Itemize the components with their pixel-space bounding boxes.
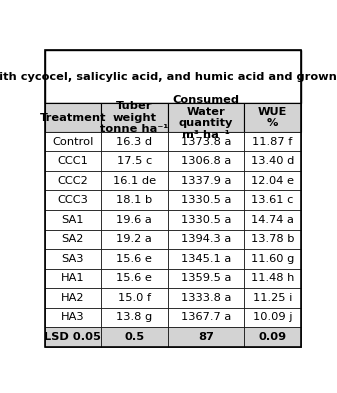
Bar: [45, 269, 101, 288]
Bar: [167, 103, 244, 132]
Text: 13.61 c: 13.61 c: [251, 195, 294, 205]
Text: 15.6 e: 15.6 e: [116, 254, 152, 264]
Text: 1359.5 a: 1359.5 a: [181, 274, 231, 283]
Text: 1330.5 a: 1330.5 a: [181, 215, 231, 225]
Text: HA3: HA3: [61, 312, 85, 322]
Text: 15.6 e: 15.6 e: [116, 274, 152, 283]
Bar: [45, 288, 101, 308]
Text: CCC2: CCC2: [58, 176, 88, 186]
Bar: [167, 308, 244, 327]
Text: 1345.1 a: 1345.1 a: [181, 254, 231, 264]
Bar: [244, 327, 301, 347]
Text: 13.78 b: 13.78 b: [251, 234, 294, 244]
Bar: [101, 249, 167, 269]
Text: LSD 0.05: LSD 0.05: [44, 332, 101, 342]
Bar: [244, 132, 301, 151]
Text: CCC1: CCC1: [57, 156, 88, 166]
Bar: [244, 230, 301, 249]
Text: SA2: SA2: [62, 234, 84, 244]
Text: 17.5 c: 17.5 c: [117, 156, 152, 166]
Text: 1367.7 a: 1367.7 a: [181, 312, 231, 322]
Text: 19.6 a: 19.6 a: [117, 215, 152, 225]
Text: 1337.9 a: 1337.9 a: [181, 176, 231, 186]
Bar: [167, 288, 244, 308]
Text: 12.04 e: 12.04 e: [251, 176, 294, 186]
Text: SA3: SA3: [62, 254, 84, 264]
Bar: [101, 210, 167, 230]
Text: 87: 87: [198, 332, 214, 342]
Text: Treatment: Treatment: [40, 112, 106, 123]
Bar: [101, 132, 167, 151]
Text: 1373.8 a: 1373.8 a: [181, 137, 231, 147]
Bar: [101, 308, 167, 327]
Text: 0.5: 0.5: [124, 332, 144, 342]
Bar: [45, 308, 101, 327]
Bar: [45, 210, 101, 230]
Bar: [244, 288, 301, 308]
Text: 11.48 h: 11.48 h: [251, 274, 294, 283]
Bar: [167, 151, 244, 171]
Text: 11.25 i: 11.25 i: [253, 293, 292, 303]
Text: 16.3 d: 16.3 d: [116, 137, 152, 147]
Bar: [45, 50, 301, 103]
Text: Control: Control: [52, 137, 94, 147]
Text: Table 3. Water use efficiency (WUE) of potato leaves treated with cycocel, salic: Table 3. Water use efficiency (WUE) of p…: [0, 72, 337, 82]
Text: 1330.5 a: 1330.5 a: [181, 195, 231, 205]
Text: 13.40 d: 13.40 d: [251, 156, 294, 166]
Text: 10.09 j: 10.09 j: [253, 312, 292, 322]
Text: 11.87 f: 11.87 f: [252, 137, 293, 147]
Text: 11.60 g: 11.60 g: [251, 254, 294, 264]
Bar: [244, 191, 301, 210]
Bar: [244, 103, 301, 132]
Bar: [45, 171, 101, 191]
Text: HA1: HA1: [61, 274, 85, 283]
Bar: [244, 171, 301, 191]
Text: 14.74 a: 14.74 a: [251, 215, 294, 225]
Text: 1394.3 a: 1394.3 a: [181, 234, 231, 244]
Bar: [167, 327, 244, 347]
Bar: [167, 230, 244, 249]
Bar: [244, 308, 301, 327]
Text: Consumed
Water
quantity
m³ ha⁻¹: Consumed Water quantity m³ ha⁻¹: [173, 95, 240, 140]
Bar: [101, 327, 167, 347]
Bar: [101, 191, 167, 210]
Bar: [244, 269, 301, 288]
Text: CCC3: CCC3: [57, 195, 88, 205]
Bar: [167, 249, 244, 269]
Bar: [244, 151, 301, 171]
Bar: [101, 269, 167, 288]
Bar: [101, 103, 167, 132]
Text: 0.09: 0.09: [258, 332, 286, 342]
Text: 13.8 g: 13.8 g: [116, 312, 152, 322]
Text: HA2: HA2: [61, 293, 85, 303]
Bar: [167, 191, 244, 210]
Bar: [101, 151, 167, 171]
Bar: [167, 171, 244, 191]
Text: 15.0 f: 15.0 f: [118, 293, 151, 303]
Bar: [45, 103, 101, 132]
Text: 19.2 a: 19.2 a: [117, 234, 152, 244]
Text: 1306.8 a: 1306.8 a: [181, 156, 231, 166]
Bar: [244, 249, 301, 269]
Bar: [167, 269, 244, 288]
Bar: [101, 230, 167, 249]
Bar: [45, 327, 101, 347]
Bar: [45, 191, 101, 210]
Text: WUE
%: WUE %: [258, 107, 287, 129]
Bar: [45, 230, 101, 249]
Text: 18.1 b: 18.1 b: [116, 195, 152, 205]
Bar: [167, 132, 244, 151]
Bar: [167, 210, 244, 230]
Text: SA1: SA1: [62, 215, 84, 225]
Bar: [101, 288, 167, 308]
Bar: [45, 151, 101, 171]
Bar: [101, 171, 167, 191]
Bar: [45, 132, 101, 151]
Bar: [45, 249, 101, 269]
Text: 1333.8 a: 1333.8 a: [181, 293, 231, 303]
Text: Tuber
weight
tonne ha⁻¹: Tuber weight tonne ha⁻¹: [100, 101, 168, 134]
Text: 16.1 de: 16.1 de: [113, 176, 156, 186]
Bar: [244, 210, 301, 230]
